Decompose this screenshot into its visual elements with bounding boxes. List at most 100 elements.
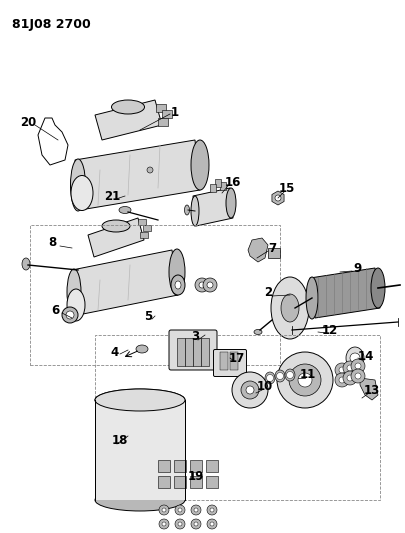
Bar bbox=[143, 225, 151, 231]
Circle shape bbox=[210, 522, 214, 526]
Ellipse shape bbox=[185, 205, 190, 215]
Text: 15: 15 bbox=[279, 182, 295, 196]
Circle shape bbox=[191, 519, 201, 529]
Bar bbox=[201, 338, 209, 366]
Text: 13: 13 bbox=[364, 384, 380, 397]
Circle shape bbox=[355, 363, 361, 369]
Ellipse shape bbox=[306, 277, 318, 319]
Circle shape bbox=[241, 381, 259, 399]
Circle shape bbox=[194, 522, 198, 526]
Circle shape bbox=[162, 508, 166, 512]
Bar bbox=[158, 118, 168, 126]
Circle shape bbox=[191, 505, 201, 515]
Bar bbox=[215, 179, 221, 187]
Polygon shape bbox=[95, 100, 162, 140]
Polygon shape bbox=[72, 250, 178, 315]
Text: 17: 17 bbox=[229, 351, 245, 365]
FancyBboxPatch shape bbox=[213, 350, 247, 376]
Bar bbox=[174, 476, 186, 488]
Circle shape bbox=[62, 307, 78, 323]
Circle shape bbox=[351, 359, 365, 373]
Text: 18: 18 bbox=[112, 434, 128, 448]
Circle shape bbox=[335, 363, 349, 377]
Ellipse shape bbox=[285, 369, 295, 381]
Ellipse shape bbox=[265, 372, 275, 384]
Ellipse shape bbox=[175, 281, 181, 289]
Circle shape bbox=[350, 353, 360, 363]
Circle shape bbox=[175, 519, 185, 529]
Bar bbox=[174, 460, 186, 472]
Polygon shape bbox=[248, 238, 268, 262]
Text: 16: 16 bbox=[225, 176, 241, 190]
Circle shape bbox=[347, 365, 353, 371]
Circle shape bbox=[207, 505, 217, 515]
Circle shape bbox=[343, 371, 357, 385]
Ellipse shape bbox=[136, 345, 148, 353]
Circle shape bbox=[207, 282, 213, 288]
Text: 11: 11 bbox=[300, 368, 316, 382]
Text: 6: 6 bbox=[51, 303, 59, 317]
Circle shape bbox=[277, 352, 333, 408]
Circle shape bbox=[159, 505, 169, 515]
Bar bbox=[230, 352, 238, 370]
Bar bbox=[158, 476, 170, 488]
Text: 2: 2 bbox=[264, 287, 272, 300]
Circle shape bbox=[159, 519, 169, 529]
Bar bbox=[158, 460, 170, 472]
Ellipse shape bbox=[95, 489, 185, 511]
Circle shape bbox=[162, 522, 166, 526]
Circle shape bbox=[343, 361, 357, 375]
Bar bbox=[95, 335, 380, 500]
Circle shape bbox=[266, 375, 273, 382]
Bar bbox=[190, 460, 202, 472]
Polygon shape bbox=[193, 188, 233, 226]
Ellipse shape bbox=[281, 294, 299, 322]
Bar bbox=[206, 476, 218, 488]
Ellipse shape bbox=[67, 289, 85, 321]
Circle shape bbox=[147, 167, 153, 173]
Circle shape bbox=[286, 372, 294, 378]
Circle shape bbox=[210, 508, 214, 512]
Circle shape bbox=[351, 369, 365, 383]
Circle shape bbox=[355, 373, 361, 379]
Text: 3: 3 bbox=[191, 330, 199, 343]
Polygon shape bbox=[75, 140, 200, 210]
Circle shape bbox=[207, 519, 217, 529]
Bar bbox=[268, 248, 280, 258]
Ellipse shape bbox=[71, 175, 93, 211]
Ellipse shape bbox=[171, 275, 185, 295]
Circle shape bbox=[232, 372, 268, 408]
Ellipse shape bbox=[95, 389, 185, 411]
Text: 1: 1 bbox=[171, 106, 179, 118]
Text: 4: 4 bbox=[111, 345, 119, 359]
Ellipse shape bbox=[70, 159, 85, 211]
Ellipse shape bbox=[169, 249, 185, 295]
Bar bbox=[193, 338, 201, 366]
Circle shape bbox=[289, 364, 321, 396]
Bar bbox=[156, 104, 166, 112]
Circle shape bbox=[175, 505, 185, 515]
Circle shape bbox=[275, 195, 281, 201]
Bar bbox=[210, 184, 216, 192]
Circle shape bbox=[203, 278, 217, 292]
Text: 5: 5 bbox=[144, 311, 152, 324]
Polygon shape bbox=[88, 218, 144, 257]
Circle shape bbox=[199, 282, 205, 288]
Circle shape bbox=[178, 522, 182, 526]
Ellipse shape bbox=[67, 269, 81, 315]
Bar bbox=[220, 182, 226, 190]
Text: 14: 14 bbox=[358, 351, 374, 364]
FancyBboxPatch shape bbox=[169, 330, 217, 370]
Ellipse shape bbox=[191, 140, 209, 190]
Bar bbox=[162, 110, 172, 118]
Ellipse shape bbox=[371, 268, 385, 308]
Bar bbox=[95, 400, 185, 500]
Bar bbox=[190, 476, 202, 488]
Ellipse shape bbox=[119, 206, 131, 214]
Ellipse shape bbox=[226, 188, 236, 218]
Bar bbox=[30, 225, 280, 365]
Bar bbox=[220, 352, 228, 370]
Circle shape bbox=[298, 373, 312, 387]
Text: 19: 19 bbox=[188, 470, 204, 482]
Ellipse shape bbox=[22, 258, 30, 270]
